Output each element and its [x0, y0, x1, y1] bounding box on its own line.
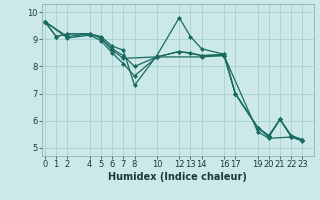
X-axis label: Humidex (Indice chaleur): Humidex (Indice chaleur) — [108, 172, 247, 182]
